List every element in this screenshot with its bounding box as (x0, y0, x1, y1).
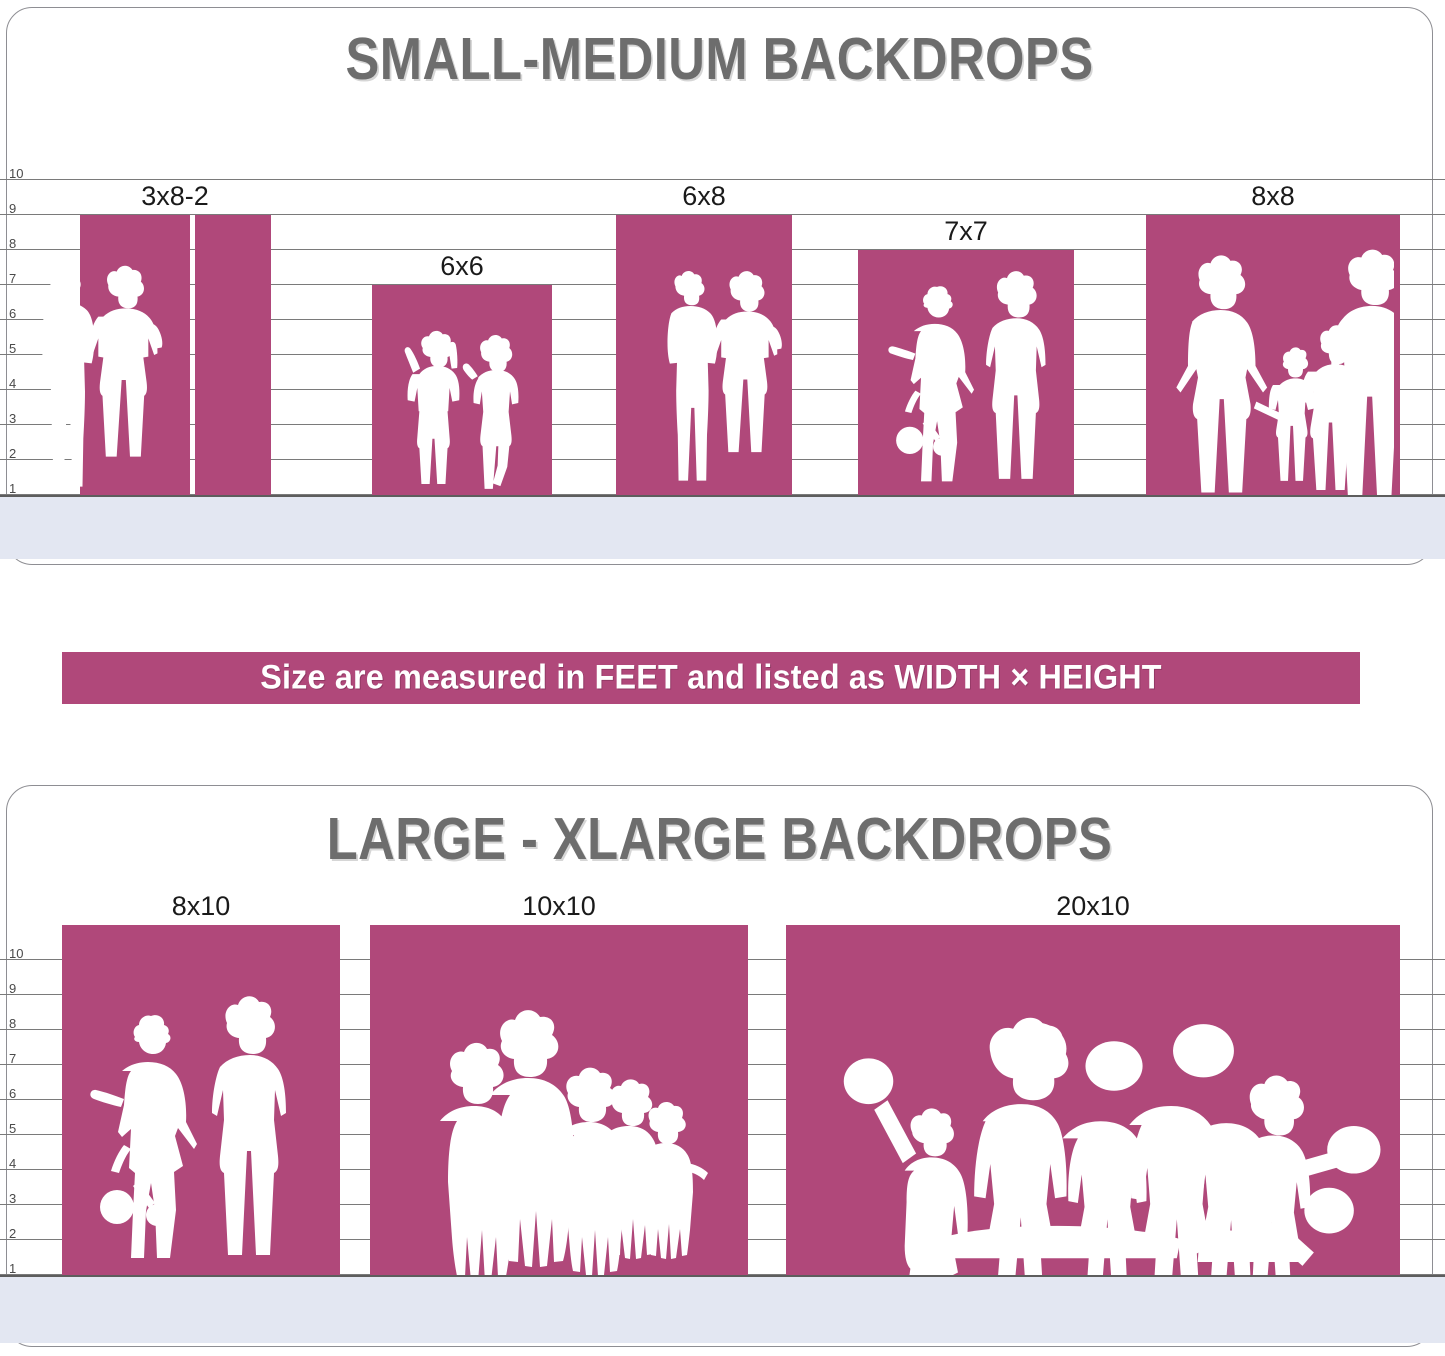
backdrop-size-label: 3x8-2 (141, 181, 209, 211)
scale-tick-label: 10 (9, 946, 24, 961)
backdrop-size-label: 6x6 (440, 251, 484, 281)
scale-tick-label: 9 (9, 981, 17, 996)
backdrop-size-label: 6x8 (682, 181, 726, 211)
scale-tick-label: 2 (9, 1226, 17, 1241)
baseline (0, 495, 1445, 497)
scale-gridline: 10 (0, 145, 1445, 180)
people-silhouette (866, 254, 1066, 495)
section-title-large-xlarge: LARGE - XLARGE BACKDROPS (326, 806, 1113, 872)
scale-gridline: 9 (0, 180, 1445, 215)
backdrop-bar (195, 215, 271, 495)
backdrop-size-label: 7x7 (944, 216, 988, 246)
people-silhouette (385, 289, 543, 495)
scale-tick-label: 5 (9, 341, 17, 356)
backdrop-size-label: 10x10 (522, 891, 596, 921)
scale-tick-label: 8 (9, 1016, 17, 1031)
scale-tick-label: 10 (9, 166, 24, 181)
scale-tick-label: 4 (9, 1156, 17, 1171)
baseline (0, 1275, 1445, 1277)
scale-tick-label: 7 (9, 271, 17, 286)
people-silhouette (0, 245, 167, 495)
floor-band-bottom (0, 1277, 1445, 1343)
scale-tick-label: 6 (9, 306, 17, 321)
scale-tick-label: 1 (9, 481, 17, 496)
backdrop-size-label: 20x10 (1056, 891, 1130, 921)
section-title-small-medium: SMALL-MEDIUM BACKDROPS (345, 26, 1094, 92)
people-silhouette (72, 975, 302, 1275)
scale-tick-label: 2 (9, 446, 17, 461)
backdrop-size-label: 8x10 (171, 891, 231, 921)
people-silhouette (1152, 245, 1394, 495)
floor-band-top (0, 497, 1445, 559)
scale-tick-label: 5 (9, 1121, 17, 1136)
units-banner-text: Size are measured in FEET and listed as … (260, 658, 1162, 697)
people-silhouette (800, 975, 1390, 1275)
scale-tick-label: 4 (9, 376, 17, 391)
backdrop-bar (858, 250, 1074, 495)
people-silhouette (628, 245, 786, 495)
backdrop-size-label: 8x8 (1251, 181, 1295, 211)
scale-tick-label: 6 (9, 1086, 17, 1101)
scale-tick-label: 3 (9, 1191, 17, 1206)
backdrop-bar (372, 285, 552, 495)
scale-tick-label: 1 (9, 1261, 17, 1276)
scale-tick-label: 3 (9, 411, 17, 426)
scale-tick-label: 8 (9, 236, 17, 251)
scale-tick-label: 7 (9, 1051, 17, 1066)
people-silhouette (410, 975, 710, 1275)
scale-tick-label: 9 (9, 201, 17, 216)
units-banner: Size are measured in FEET and listed as … (62, 652, 1360, 704)
